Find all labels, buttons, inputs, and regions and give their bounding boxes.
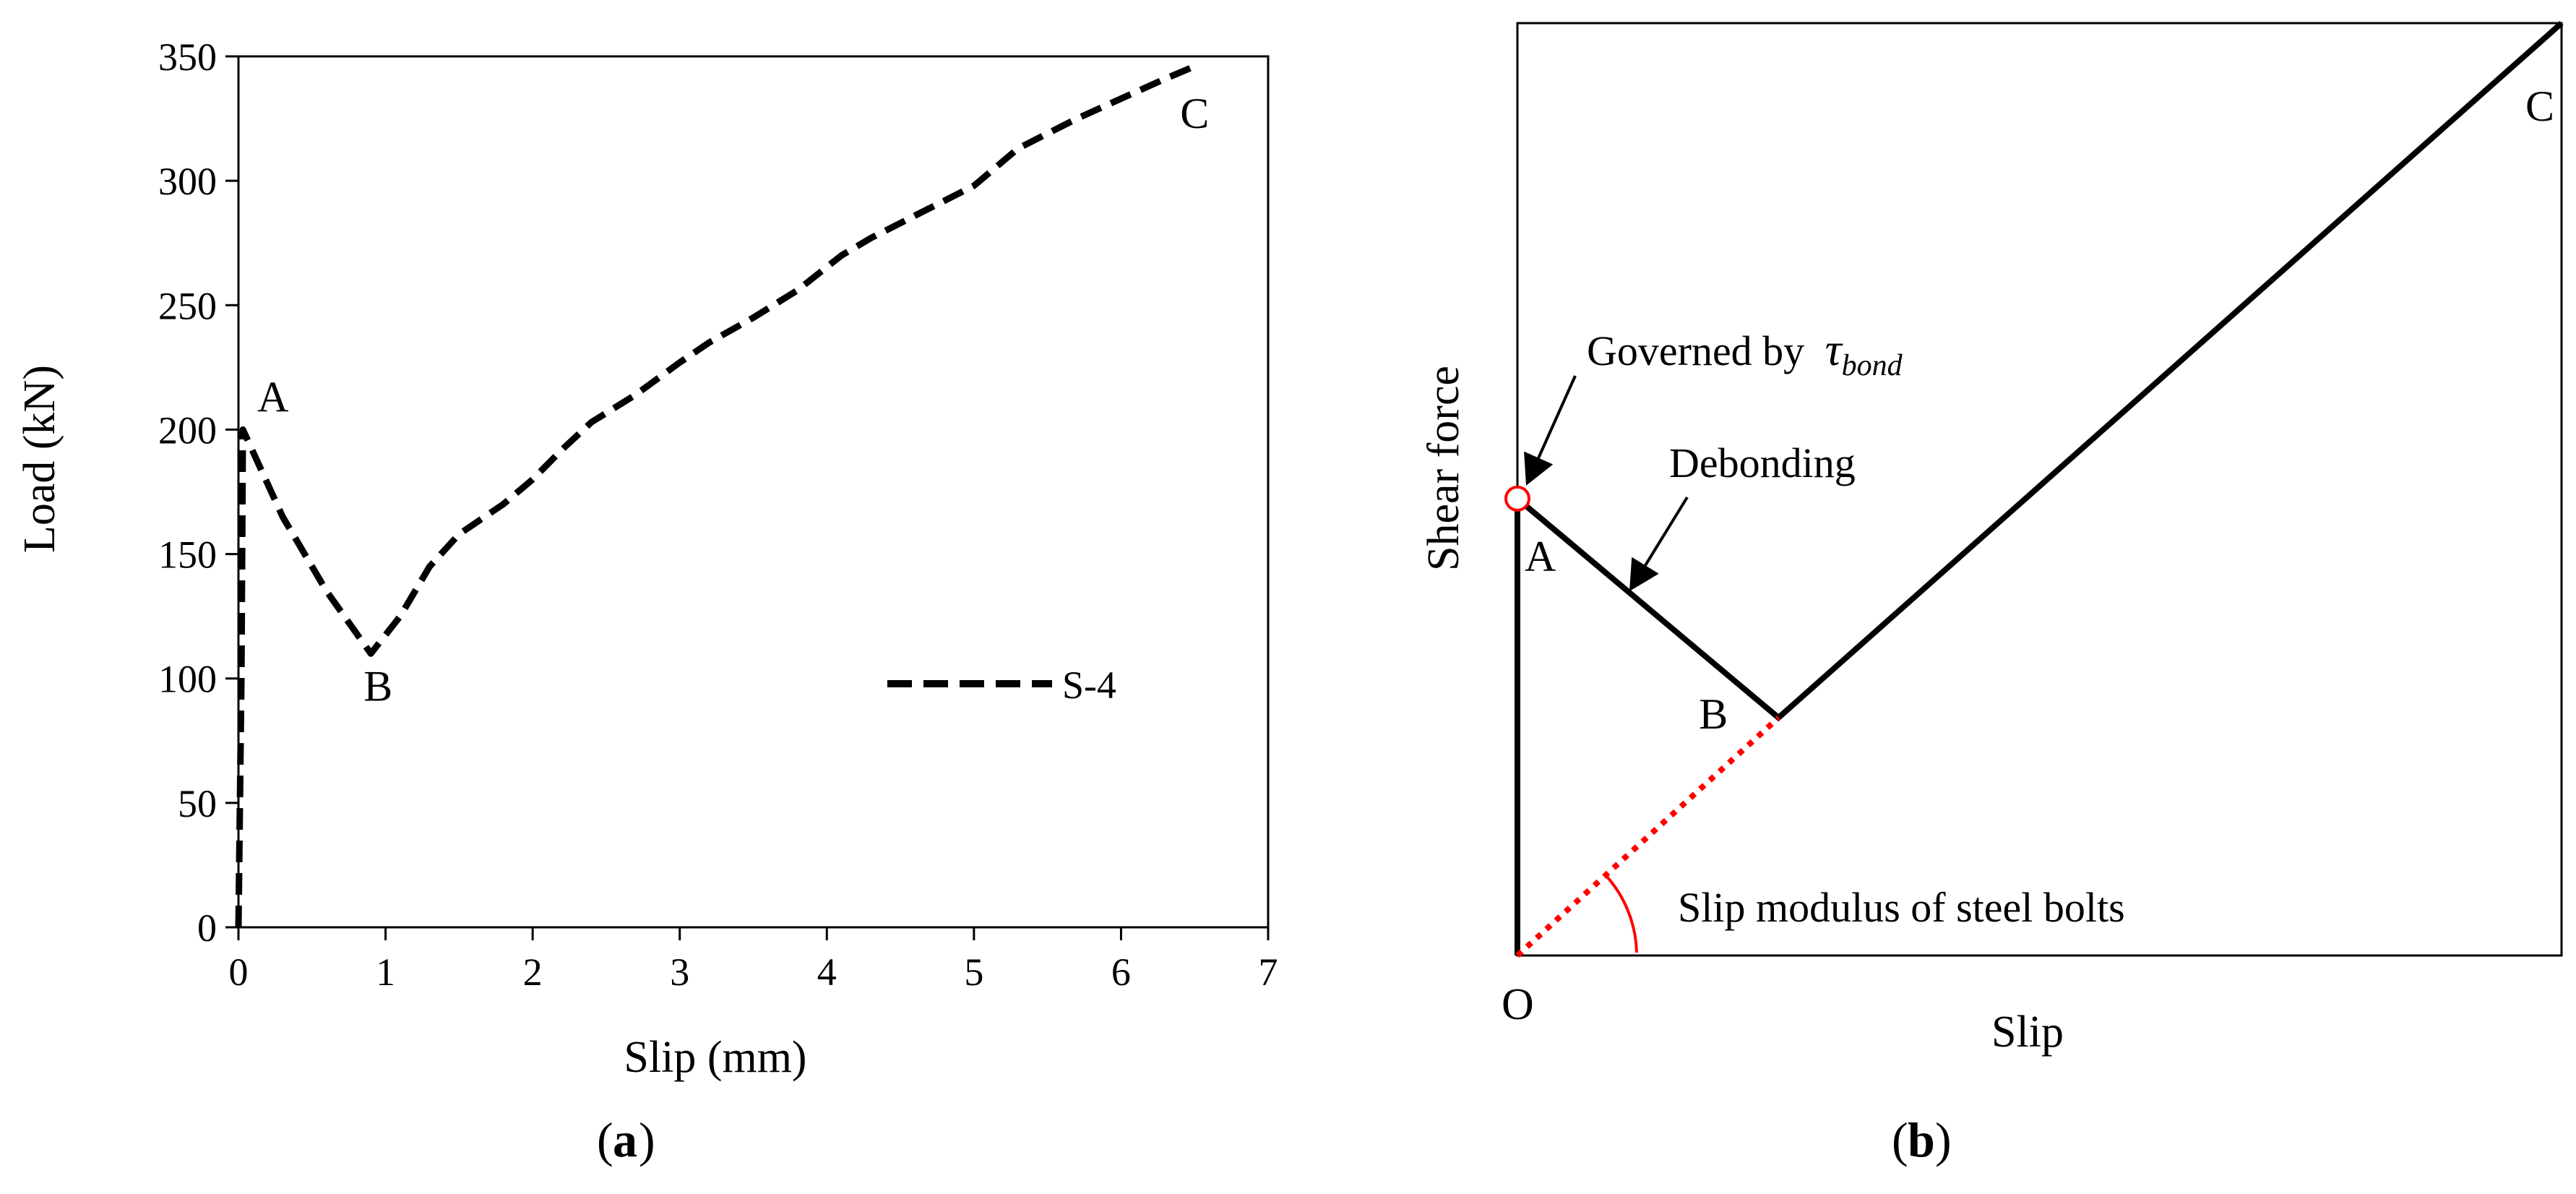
x-tick-label: 2 bbox=[523, 950, 543, 994]
annotation-governed-by: Governed by τbond bbox=[1587, 324, 1903, 382]
x-tick-label: 7 bbox=[1259, 950, 1278, 994]
y-tick-label: 150 bbox=[158, 533, 217, 577]
y-tick-label: 200 bbox=[158, 408, 217, 452]
series-line-s4 bbox=[235, 63, 1196, 928]
point-label-o: O bbox=[1502, 980, 1534, 1029]
panel-a-letter: a bbox=[613, 1112, 637, 1167]
panel-a-series-layer bbox=[235, 63, 1196, 928]
y-tick-label: 50 bbox=[178, 782, 217, 825]
x-tick-label: 0 bbox=[229, 950, 249, 994]
panel-b-series-layer bbox=[1504, 21, 2564, 958]
panel-a-x-axis-title: Slip (mm) bbox=[624, 1033, 806, 1082]
panel-b-y-axis-title: Shear force bbox=[1419, 366, 1468, 571]
point-label-c: C bbox=[2525, 82, 2554, 130]
svg-text:): ) bbox=[1935, 1112, 1952, 1167]
panel-a-plot-area bbox=[237, 55, 1270, 929]
annotation-debonding: Debonding bbox=[1669, 439, 1856, 486]
point-label-a: A bbox=[257, 373, 288, 421]
y-tick-label: 350 bbox=[158, 35, 217, 79]
bond-limit-marker bbox=[1504, 485, 1530, 512]
panel-a-caption: ( a ) bbox=[597, 1112, 655, 1167]
governed-by-arrow bbox=[1524, 375, 1577, 486]
x-tick-label: 6 bbox=[1111, 950, 1131, 994]
panel-b-letter: b bbox=[1908, 1112, 1935, 1167]
annotation-slip-modulus: Slip modulus of steel bolts bbox=[1678, 884, 2125, 931]
point-label-b: B bbox=[1699, 690, 1728, 738]
x-tick-label: 4 bbox=[817, 950, 837, 994]
x-tick-label: 3 bbox=[670, 950, 689, 994]
panel-b-x-axis-title: Slip bbox=[1991, 1008, 2064, 1057]
y-tick-label: 100 bbox=[158, 658, 217, 701]
point-label-c: C bbox=[1180, 90, 1209, 137]
y-tick-label: 300 bbox=[158, 160, 217, 203]
x-tick-label: 1 bbox=[376, 950, 395, 994]
panel-b-caption: ( b ) bbox=[1892, 1112, 1952, 1167]
svg-text:(: ( bbox=[1892, 1112, 1908, 1167]
shear-slip-curve bbox=[1515, 21, 2564, 955]
panel-a-chart: 0 50 100 150 200 250 300 350 0 1 2 3 4 5 6 7 A B C S-4 S… bbox=[15, 35, 1278, 1167]
panel-a-y-axis-title: Load (kN) bbox=[15, 365, 64, 553]
point-label-b: B bbox=[363, 662, 392, 710]
legend-label-s4: S-4 bbox=[1062, 663, 1116, 707]
y-tick-label: 250 bbox=[158, 284, 217, 327]
y-tick-label: 0 bbox=[197, 906, 217, 950]
panel-a-point-labels: A B C bbox=[257, 90, 1209, 710]
svg-text:): ) bbox=[639, 1112, 655, 1167]
panel-a-y-axis: 0 50 100 150 200 250 300 350 bbox=[158, 35, 238, 950]
svg-text:(: ( bbox=[597, 1112, 613, 1167]
panel-b-chart: O A B C Governed by τbond Debonding Slip mo… bbox=[1419, 21, 2564, 1167]
debonding-arrow bbox=[1629, 496, 1689, 591]
panel-a-x-axis: 0 1 2 3 4 5 6 7 bbox=[229, 927, 1278, 994]
x-tick-label: 5 bbox=[964, 950, 983, 994]
panel-b-point-labels: O A B C bbox=[1502, 82, 2554, 1029]
slip-modulus-angle-arc bbox=[1604, 874, 1638, 953]
point-label-a: A bbox=[1525, 533, 1556, 580]
